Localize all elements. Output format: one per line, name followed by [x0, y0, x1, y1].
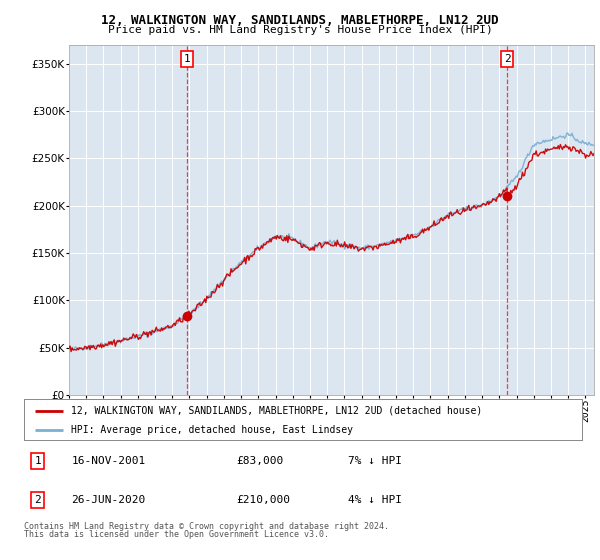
Text: 16-NOV-2001: 16-NOV-2001 — [71, 456, 146, 466]
Text: 12, WALKINGTON WAY, SANDILANDS, MABLETHORPE, LN12 2UD (detached house): 12, WALKINGTON WAY, SANDILANDS, MABLETHO… — [71, 405, 482, 416]
Text: 4% ↓ HPI: 4% ↓ HPI — [347, 495, 401, 505]
Text: 7% ↓ HPI: 7% ↓ HPI — [347, 456, 401, 466]
Text: 1: 1 — [184, 54, 191, 64]
Text: 26-JUN-2020: 26-JUN-2020 — [71, 495, 146, 505]
Text: 2: 2 — [504, 54, 511, 64]
Text: Contains HM Land Registry data © Crown copyright and database right 2024.: Contains HM Land Registry data © Crown c… — [24, 522, 389, 531]
Text: £83,000: £83,000 — [236, 456, 283, 466]
Text: 12, WALKINGTON WAY, SANDILANDS, MABLETHORPE, LN12 2UD: 12, WALKINGTON WAY, SANDILANDS, MABLETHO… — [101, 14, 499, 27]
Text: 2: 2 — [35, 495, 41, 505]
Text: This data is licensed under the Open Government Licence v3.0.: This data is licensed under the Open Gov… — [24, 530, 329, 539]
Text: Price paid vs. HM Land Registry's House Price Index (HPI): Price paid vs. HM Land Registry's House … — [107, 25, 493, 35]
Text: HPI: Average price, detached house, East Lindsey: HPI: Average price, detached house, East… — [71, 424, 353, 435]
Text: £210,000: £210,000 — [236, 495, 290, 505]
Text: 1: 1 — [35, 456, 41, 466]
